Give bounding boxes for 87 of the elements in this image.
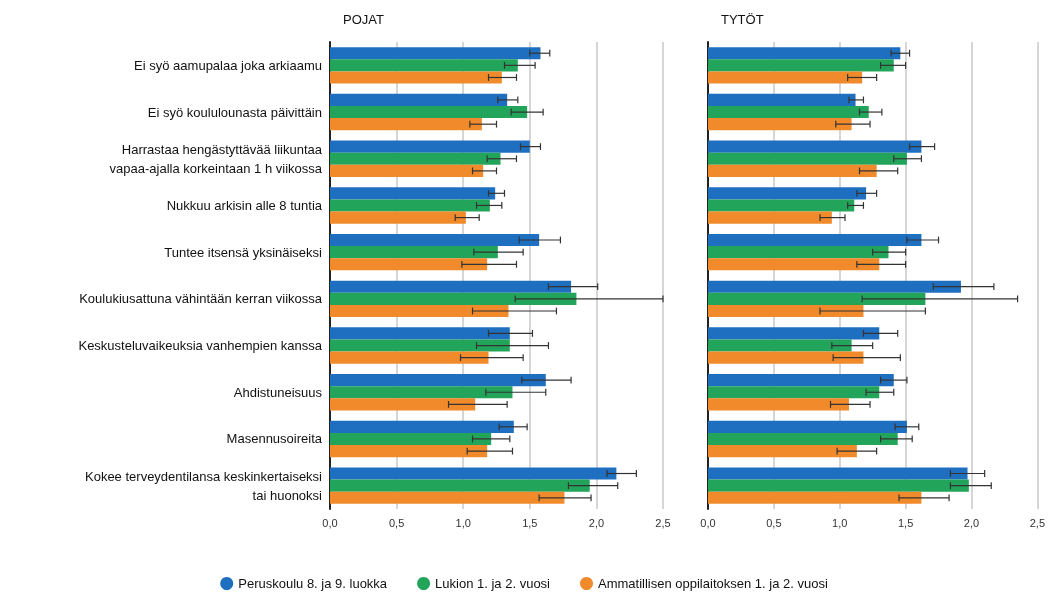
bar (330, 304, 509, 318)
x-tick-label: 2,0 (588, 516, 605, 529)
x-tick-label: 2,5 (1029, 516, 1045, 529)
bar (708, 152, 907, 165)
y-tick-label: Koulukiusattuna vähintään kerran viikossa (79, 291, 323, 307)
bar (330, 140, 530, 153)
chart-title: TYTÖT (721, 12, 764, 27)
bar (708, 187, 867, 200)
chart-title: POJAT (343, 12, 384, 27)
bar (708, 327, 880, 340)
bar (708, 93, 856, 106)
bar (330, 327, 510, 340)
legend-label: Lukion 1. ja 2. vuosi (435, 576, 551, 591)
bar (330, 187, 496, 200)
bar (708, 59, 894, 72)
bar (330, 467, 617, 480)
bar (708, 339, 852, 352)
x-tick-label: 2,0 (963, 516, 980, 529)
bar (330, 105, 528, 119)
bar (708, 199, 855, 212)
y-tick-label: Masennusoireita (226, 431, 323, 447)
bar (330, 420, 514, 433)
bar (330, 47, 541, 60)
bar (708, 432, 898, 446)
bar (330, 398, 476, 411)
bar (330, 280, 572, 293)
legend-label: Ammatillisen oppilaitoksen 1. ja 2. vuosi (598, 576, 828, 591)
bar (708, 491, 922, 504)
bar (708, 105, 869, 119)
bar (708, 292, 926, 305)
bar (708, 118, 852, 131)
y-tick-label: Nukkuu arkisin alle 8 tuntia (166, 197, 323, 213)
bar (330, 258, 488, 271)
bar (708, 71, 863, 84)
bar (708, 445, 857, 458)
x-tick-label: 1,5 (522, 516, 538, 529)
bar (708, 258, 880, 271)
bar (708, 386, 880, 399)
bar (330, 199, 490, 212)
y-tick-label: Harrastaa hengästyttävää liikuntaa vapaa-ajalla korkeintaan 1 h viikossa (109, 141, 323, 176)
bar (708, 211, 832, 224)
bar (708, 420, 907, 433)
bar (330, 445, 488, 458)
bar (330, 432, 492, 446)
y-tick-label: Ahdistuneisuus (233, 384, 323, 400)
bar (330, 211, 466, 224)
bar (708, 351, 864, 364)
x-tick-label: 0,0 (700, 516, 716, 529)
y-tick-label: Keskusteluvaikeuksia vanhempien kanssa (78, 338, 323, 354)
y-tick-label: Ei syö koululounasta päivittäin (147, 104, 322, 120)
bar (330, 386, 513, 399)
bar (330, 59, 518, 72)
bar (330, 339, 510, 352)
bar (330, 71, 502, 84)
legend-label: Peruskoulu 8. ja 9. luokka (238, 576, 388, 591)
x-tick-label: 0,0 (322, 516, 338, 529)
bar (708, 467, 968, 480)
bar (330, 246, 498, 259)
bar (330, 491, 565, 504)
x-tick-label: 2,5 (655, 516, 671, 529)
x-tick-label: 0,5 (766, 516, 782, 529)
bar (330, 93, 508, 106)
bar (708, 479, 969, 492)
x-tick-label: 1,5 (897, 516, 914, 529)
bar (708, 304, 864, 318)
bar (708, 374, 894, 387)
y-tick-label: Tuntee itsensä yksinäiseksi (164, 244, 323, 260)
bar (708, 246, 889, 259)
bar (330, 233, 540, 247)
bar (330, 374, 546, 387)
x-tick-label: 1,0 (832, 516, 848, 529)
bar (330, 152, 501, 165)
bar (330, 118, 482, 131)
bar (708, 233, 922, 247)
x-tick-label: 0,5 (388, 516, 405, 529)
bar (708, 398, 849, 411)
bar (330, 479, 590, 492)
bar (708, 164, 877, 177)
bar (708, 280, 961, 293)
y-tick-label: Ei syö aamupalaa joka arkiaamu (134, 57, 322, 73)
bar (330, 164, 484, 177)
y-tick-label: Kokee terveydentilansa keskinkertaiseksi tai huonoksi (84, 468, 323, 503)
bar (708, 140, 922, 153)
bar (330, 292, 577, 305)
bar (708, 47, 901, 60)
bar (330, 351, 489, 364)
x-tick-label: 1,0 (455, 516, 471, 529)
